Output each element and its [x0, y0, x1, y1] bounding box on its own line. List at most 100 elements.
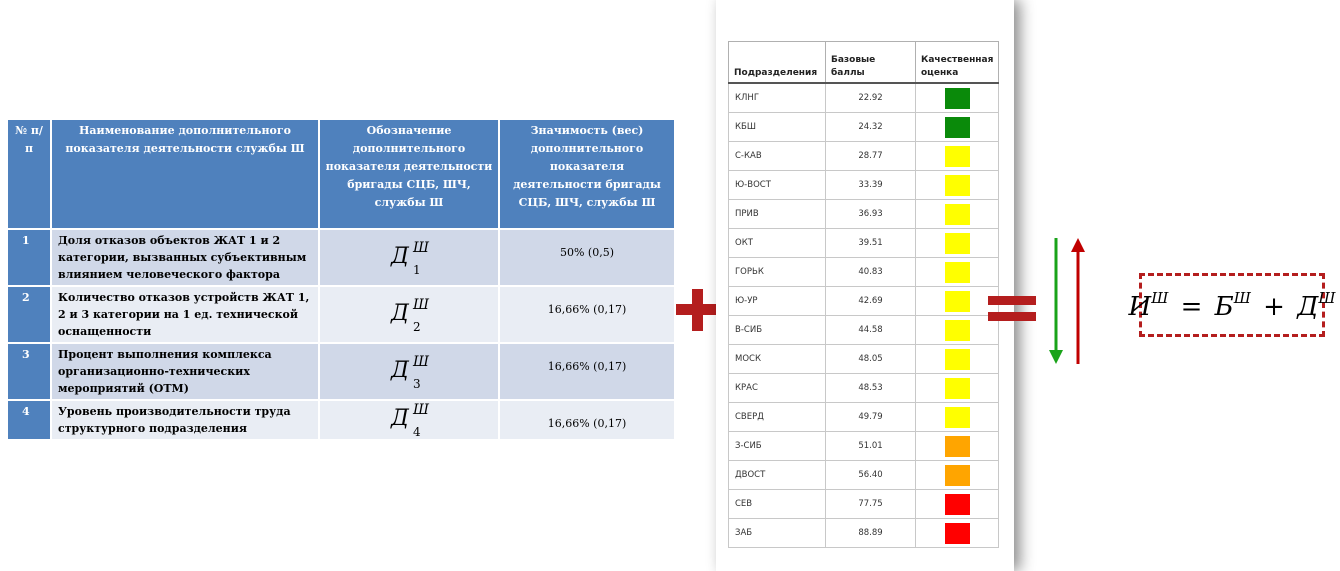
indicator-weight: 50% (0,5)	[500, 230, 674, 285]
base-score: 40.83	[825, 257, 916, 287]
symbol-base: Д	[391, 406, 409, 431]
indicator-name: Количество отказов устройств ЖАТ 1, 2 и …	[52, 287, 318, 342]
indicator-name: Процент выполнения комплекса организацио…	[52, 344, 318, 399]
symbol-sub: 4	[413, 425, 421, 439]
header-quality: Качественная оценка	[914, 41, 1000, 84]
symbol-base: Д	[391, 357, 409, 383]
quality-swatch	[944, 464, 970, 486]
scores-body: КЛНГ 22.92 КБШ 24.32 С-КАВ 28.77 Ю-ВОСТ 33.39 ПР…	[728, 82, 1000, 548]
score-row: ПРИВ 36.93	[728, 199, 1000, 229]
up-down-arrows-icon	[1049, 238, 1085, 364]
base-score: 33.39	[825, 170, 916, 200]
base-score: 77.75	[825, 489, 916, 519]
quality-cell	[914, 170, 1000, 200]
quality-cell	[914, 257, 1000, 287]
base-score: 22.92	[825, 82, 916, 113]
quality-cell	[914, 373, 1000, 403]
symbol-sup: Ш	[413, 353, 430, 370]
base-score: 44.58	[825, 315, 916, 345]
indicator-num: 1	[8, 230, 50, 285]
formula-plus: +	[1263, 291, 1285, 322]
quality-swatch	[944, 87, 970, 109]
indicator-num: 2	[8, 287, 50, 342]
symbol-base: Д	[391, 243, 409, 269]
division-name: ПРИВ	[728, 199, 826, 229]
header-division: Подразделения	[728, 41, 826, 84]
plus-sign	[676, 289, 718, 331]
division-name: КБШ	[728, 112, 826, 142]
score-row: КЛНГ 22.92	[728, 82, 1000, 113]
quality-swatch	[944, 348, 970, 370]
score-row: КРАС 48.53	[728, 373, 1000, 403]
scores-header-row: Подразделения Базовые баллы Качественная…	[728, 41, 1000, 84]
score-row: Ю-УР 42.69	[728, 286, 1000, 316]
symbol-sub: 3	[413, 376, 421, 391]
scores-table: Подразделения Базовые баллы Качественная…	[728, 41, 1000, 548]
quality-cell	[914, 199, 1000, 229]
header-name: Наименование дополнительного показателя …	[52, 120, 318, 228]
symbol-sup: Ш	[413, 402, 430, 418]
score-row: В-СИБ 44.58	[728, 315, 1000, 345]
score-row: СЕВ 77.75	[728, 489, 1000, 519]
division-name: КРАС	[728, 373, 826, 403]
score-row: С-КАВ 28.77	[728, 141, 1000, 171]
header-designation: Обозначение дополнительного показателя д…	[320, 120, 498, 228]
base-score: 28.77	[825, 141, 916, 171]
equals-sign	[988, 296, 1036, 322]
quality-cell	[914, 141, 1000, 171]
division-name: В-СИБ	[728, 315, 826, 345]
base-score: 36.93	[825, 199, 916, 229]
division-name: МОСК	[728, 344, 826, 374]
formula-term1-sup: Ш	[1233, 288, 1251, 307]
indicator-name: Уровень производительности труда структу…	[52, 401, 318, 439]
score-row: КБШ 24.32	[728, 112, 1000, 142]
header-base: Базовые баллы	[825, 41, 916, 84]
quality-cell	[914, 228, 1000, 258]
score-row: Ю-ВОСТ 33.39	[728, 170, 1000, 200]
formula-term2-sup: Ш	[1318, 288, 1336, 307]
quality-cell	[914, 431, 1000, 461]
indicator-weight: 16,66% (0,17)	[500, 287, 674, 342]
base-score: 48.05	[825, 344, 916, 374]
division-name: Ю-УР	[728, 286, 826, 316]
base-score: 48.53	[825, 373, 916, 403]
quality-cell	[914, 518, 1000, 548]
formula-box: ИШ = БШ + ДШ	[1129, 273, 1335, 337]
formula-lhs-sup: Ш	[1151, 288, 1169, 307]
quality-swatch	[944, 435, 970, 457]
quality-swatch	[944, 319, 970, 341]
indicators-header-row: № п/п Наименование дополнительного показ…	[8, 120, 674, 228]
indicator-weight: 16,66% (0,17)	[500, 401, 674, 439]
quality-swatch	[944, 116, 970, 138]
score-row: ЗАБ 88.89	[728, 518, 1000, 548]
quality-swatch	[944, 203, 970, 225]
formula-lhs: И	[1128, 291, 1152, 322]
quality-swatch	[944, 406, 970, 428]
indicators-body: 1 Доля отказов объектов ЖАТ 1 и 2 категор…	[8, 230, 674, 439]
division-name: ЗАБ	[728, 518, 826, 548]
indicator-row: 2 Количество отказов устройств ЖАТ 1, 2 и…	[8, 287, 674, 342]
division-name: С-КАВ	[728, 141, 826, 171]
quality-swatch	[944, 174, 970, 196]
score-row: ГОРЬК 40.83	[728, 257, 1000, 287]
score-row: СВЕРД 49.79	[728, 402, 1000, 432]
score-row: ДВОСТ 56.40	[728, 460, 1000, 490]
quality-swatch	[944, 493, 970, 515]
quality-swatch	[944, 145, 970, 167]
symbol-sup: Ш	[413, 239, 430, 256]
indicator-name: Доля отказов объектов ЖАТ 1 и 2 категори…	[52, 230, 318, 285]
symbol-base: Д	[391, 300, 409, 326]
symbol-sub: 1	[413, 262, 421, 277]
score-row: ОКТ 39.51	[728, 228, 1000, 258]
formula-term1: Б	[1214, 291, 1234, 322]
indicator-row: 1 Доля отказов объектов ЖАТ 1 и 2 категор…	[8, 230, 674, 285]
division-name: ДВОСТ	[728, 460, 826, 490]
indicator-num: 3	[8, 344, 50, 399]
division-name: ГОРЬК	[728, 257, 826, 287]
